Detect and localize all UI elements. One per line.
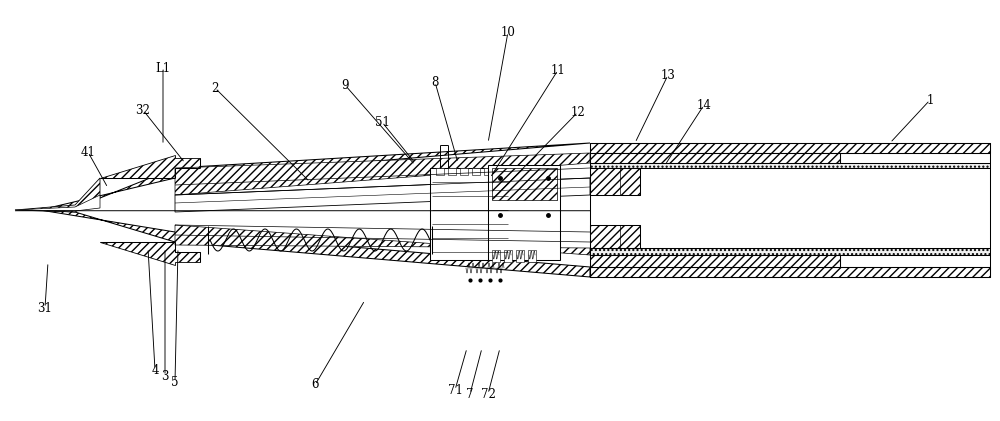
Polygon shape <box>15 178 100 212</box>
Polygon shape <box>100 242 200 265</box>
Text: 5: 5 <box>171 376 179 389</box>
Polygon shape <box>590 267 990 277</box>
Text: 11: 11 <box>551 64 565 77</box>
Polygon shape <box>504 250 512 262</box>
Polygon shape <box>15 195 100 211</box>
Polygon shape <box>40 143 590 210</box>
Text: 13: 13 <box>661 69 675 82</box>
Polygon shape <box>590 168 640 195</box>
Text: 8: 8 <box>431 75 439 88</box>
Text: 51: 51 <box>375 115 389 128</box>
Polygon shape <box>590 225 640 248</box>
Text: 12: 12 <box>571 106 585 118</box>
Polygon shape <box>40 210 590 277</box>
Polygon shape <box>528 250 536 262</box>
Polygon shape <box>492 250 500 262</box>
Text: 6: 6 <box>311 378 319 392</box>
Text: 1: 1 <box>926 93 934 107</box>
Text: 72: 72 <box>481 387 495 400</box>
Text: 32: 32 <box>136 104 150 117</box>
Polygon shape <box>175 178 590 212</box>
Polygon shape <box>590 163 990 168</box>
Polygon shape <box>516 250 524 262</box>
Polygon shape <box>448 168 456 175</box>
Polygon shape <box>175 225 590 255</box>
Polygon shape <box>492 168 557 200</box>
Text: 31: 31 <box>38 301 52 314</box>
Polygon shape <box>484 168 492 175</box>
Text: 14: 14 <box>697 99 711 112</box>
Text: 10: 10 <box>501 26 515 38</box>
Text: 7: 7 <box>466 387 474 400</box>
Polygon shape <box>590 143 990 153</box>
Polygon shape <box>496 168 504 175</box>
Text: 71: 71 <box>448 384 462 397</box>
Polygon shape <box>590 255 840 267</box>
Polygon shape <box>436 168 444 175</box>
Text: 41: 41 <box>81 146 95 158</box>
Polygon shape <box>460 168 468 175</box>
Text: 4: 4 <box>151 363 159 376</box>
Polygon shape <box>488 165 560 260</box>
Polygon shape <box>590 248 990 255</box>
Polygon shape <box>175 153 590 195</box>
Text: 9: 9 <box>341 78 349 91</box>
Text: L1: L1 <box>155 61 171 75</box>
Polygon shape <box>472 168 480 175</box>
Polygon shape <box>590 153 840 163</box>
Text: 3: 3 <box>161 370 169 383</box>
Polygon shape <box>100 155 200 178</box>
Polygon shape <box>430 168 510 260</box>
Text: 2: 2 <box>211 82 219 94</box>
